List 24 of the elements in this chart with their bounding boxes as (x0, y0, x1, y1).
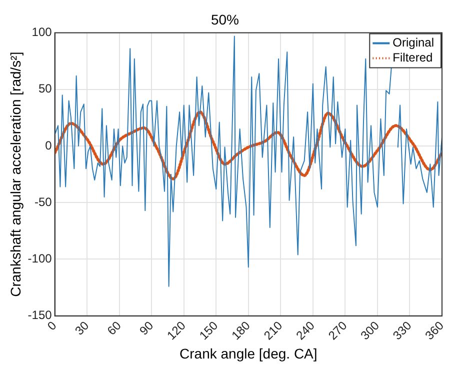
x-tick-label: 120 (164, 318, 189, 343)
legend-label: Original (392, 36, 434, 50)
x-axis-title: Crank angle [deg. CA] (180, 345, 318, 362)
x-tick-label: 180 (228, 318, 254, 343)
y-tick-label: 50 (38, 82, 52, 96)
y-tick-label: 100 (32, 25, 52, 40)
x-tick-label: 300 (358, 318, 382, 343)
legend-label: Filtered (392, 50, 433, 65)
y-tick-label: 0 (45, 138, 52, 152)
x-tick-label: 330 (390, 318, 414, 343)
x-tick-label: 360 (422, 318, 447, 343)
x-tick-label: 60 (104, 318, 124, 338)
x-tick-label: 210 (261, 318, 286, 343)
y-tick-label: -100 (28, 252, 52, 266)
x-tick-label: 90 (136, 318, 156, 338)
x-tick-label: 150 (196, 318, 221, 343)
chart-title: 50% (210, 11, 240, 28)
x-tick-label: 270 (326, 318, 350, 343)
y-axis-title: Crankshaft angular acceleration [rad/s²] (7, 52, 24, 297)
y-tick-label: -150 (28, 308, 52, 322)
line-series (54, 110, 442, 180)
x-tick-label: 240 (293, 318, 318, 343)
y-tick-label: -50 (34, 194, 52, 209)
x-tick-label: 30 (72, 318, 92, 338)
